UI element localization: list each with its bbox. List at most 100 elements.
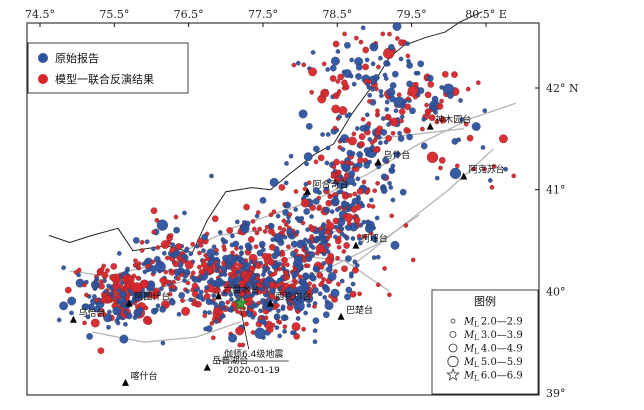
original-report-epicenter <box>116 315 121 321</box>
inverted-epicenter <box>360 116 366 122</box>
inverted-epicenter <box>286 244 291 250</box>
magnitude-range-label: ML 3.0—3.9 <box>463 330 523 342</box>
original-report-epicenter <box>349 57 355 63</box>
station-triangle-icon <box>352 241 360 249</box>
inverted-epicenter <box>321 61 327 67</box>
original-report-epicenter <box>169 297 174 303</box>
original-report-epicenter <box>118 291 126 298</box>
original-report-epicenter <box>339 231 345 237</box>
original-report-epicenter <box>281 266 286 271</box>
original-report-epicenter <box>56 317 62 323</box>
inverted-epicenter <box>255 262 262 269</box>
inverted-epicenter <box>279 289 285 295</box>
original-report-epicenter <box>321 227 327 232</box>
original-report-epicenter <box>449 167 462 180</box>
inverted-epicenter <box>263 315 269 321</box>
original-report-epicenter <box>305 122 313 130</box>
original-report-epicenter <box>125 312 133 320</box>
inverted-epicenter <box>301 326 306 332</box>
inverted-epicenter <box>155 245 161 250</box>
original-report-epicenter <box>116 251 122 256</box>
original-report-epicenter <box>323 286 331 293</box>
inverted-epicenter <box>272 271 278 276</box>
inverted-epicenter <box>362 63 369 71</box>
original-report-epicenter <box>344 41 351 49</box>
original-report-epicenter <box>303 310 308 316</box>
magnitude-circle-icon <box>447 355 459 368</box>
original-report-epicenter <box>173 249 181 257</box>
inverted-epicenter <box>139 239 145 245</box>
original-report-epicenter <box>277 333 283 339</box>
original-report-epicenter <box>154 307 159 313</box>
lon-tick-label: 77.5° <box>248 8 278 21</box>
inverted-epicenter <box>317 204 322 210</box>
lat-tick-label: 41° <box>546 184 566 197</box>
original-report-epicenter <box>236 257 242 262</box>
original-report-epicenter <box>369 42 379 52</box>
inverted-epicenter <box>354 35 359 41</box>
inverted-epicenter <box>131 273 137 279</box>
original-report-epicenter <box>161 250 167 256</box>
inverted-epicenter <box>293 248 299 254</box>
inverted-epicenter <box>243 203 250 211</box>
original-report-epicenter <box>303 246 309 252</box>
original-report-epicenter <box>188 251 194 257</box>
inverted-epicenter <box>244 321 249 327</box>
original-report-epicenter <box>406 58 411 64</box>
original-report-epicenter <box>170 242 176 247</box>
inverted-epicenter <box>390 130 396 136</box>
inverted-epicenter <box>358 39 364 45</box>
original-report-epicenter <box>214 319 219 324</box>
station-label: 阿合奇台 <box>313 179 349 191</box>
original-report-epicenter <box>327 272 337 282</box>
inverted-epicenter <box>270 322 276 328</box>
lat-tick-label: 40° <box>546 285 566 298</box>
original-report-epicenter <box>315 267 320 273</box>
original-report-epicenter <box>434 175 440 181</box>
original-report-epicenter <box>238 245 244 250</box>
original-report-epicenter <box>259 196 267 204</box>
inverted-epicenter <box>268 281 276 289</box>
inverted-epicenter <box>281 227 287 233</box>
original-report-epicenter <box>355 73 362 80</box>
original-report-epicenter <box>174 269 181 276</box>
original-report-epicenter <box>93 280 99 286</box>
original-report-epicenter <box>350 151 356 156</box>
original-report-epicenter <box>406 133 413 141</box>
original-report-epicenter <box>69 310 74 316</box>
magnitude-circle-icon <box>450 318 456 324</box>
original-report-epicenter <box>300 296 305 302</box>
inverted-epicenter <box>420 126 425 132</box>
original-report-epicenter <box>235 269 241 275</box>
inverted-epicenter <box>319 264 325 270</box>
lat-tick-label: 42° N <box>546 82 579 95</box>
original-report-epicenter <box>375 254 381 260</box>
original-report-epicenter <box>389 82 397 89</box>
original-report-epicenter <box>373 74 380 81</box>
original-report-epicenter <box>222 268 228 274</box>
original-report-epicenter <box>325 67 331 72</box>
original-report-epicenter <box>188 297 194 303</box>
inverted-epicenter <box>268 243 276 251</box>
original-report-epicenter <box>417 60 425 68</box>
original-report-epicenter <box>398 56 404 62</box>
original-report-epicenter <box>338 137 344 143</box>
original-report-epicenter <box>430 105 436 110</box>
original-report-epicenter <box>254 327 266 339</box>
original-report-epicenter <box>367 159 372 165</box>
inverted-epicenter <box>139 279 149 289</box>
inverted-epicenter <box>173 214 179 220</box>
inverted-epicenter <box>341 265 348 273</box>
inverted-epicenter <box>99 279 104 284</box>
inverted-epicenter <box>238 289 246 297</box>
original-report-epicenter <box>326 178 332 184</box>
station-triangle-icon <box>304 187 312 195</box>
original-report-epicenter <box>231 284 236 290</box>
inverted-epicenter <box>439 98 444 104</box>
original-report-epicenter <box>218 272 224 278</box>
inverted-epicenter <box>336 169 342 175</box>
inverted-epicenter <box>317 154 325 162</box>
inverted-epicenter <box>387 31 392 37</box>
inverted-epicenter <box>221 244 227 249</box>
